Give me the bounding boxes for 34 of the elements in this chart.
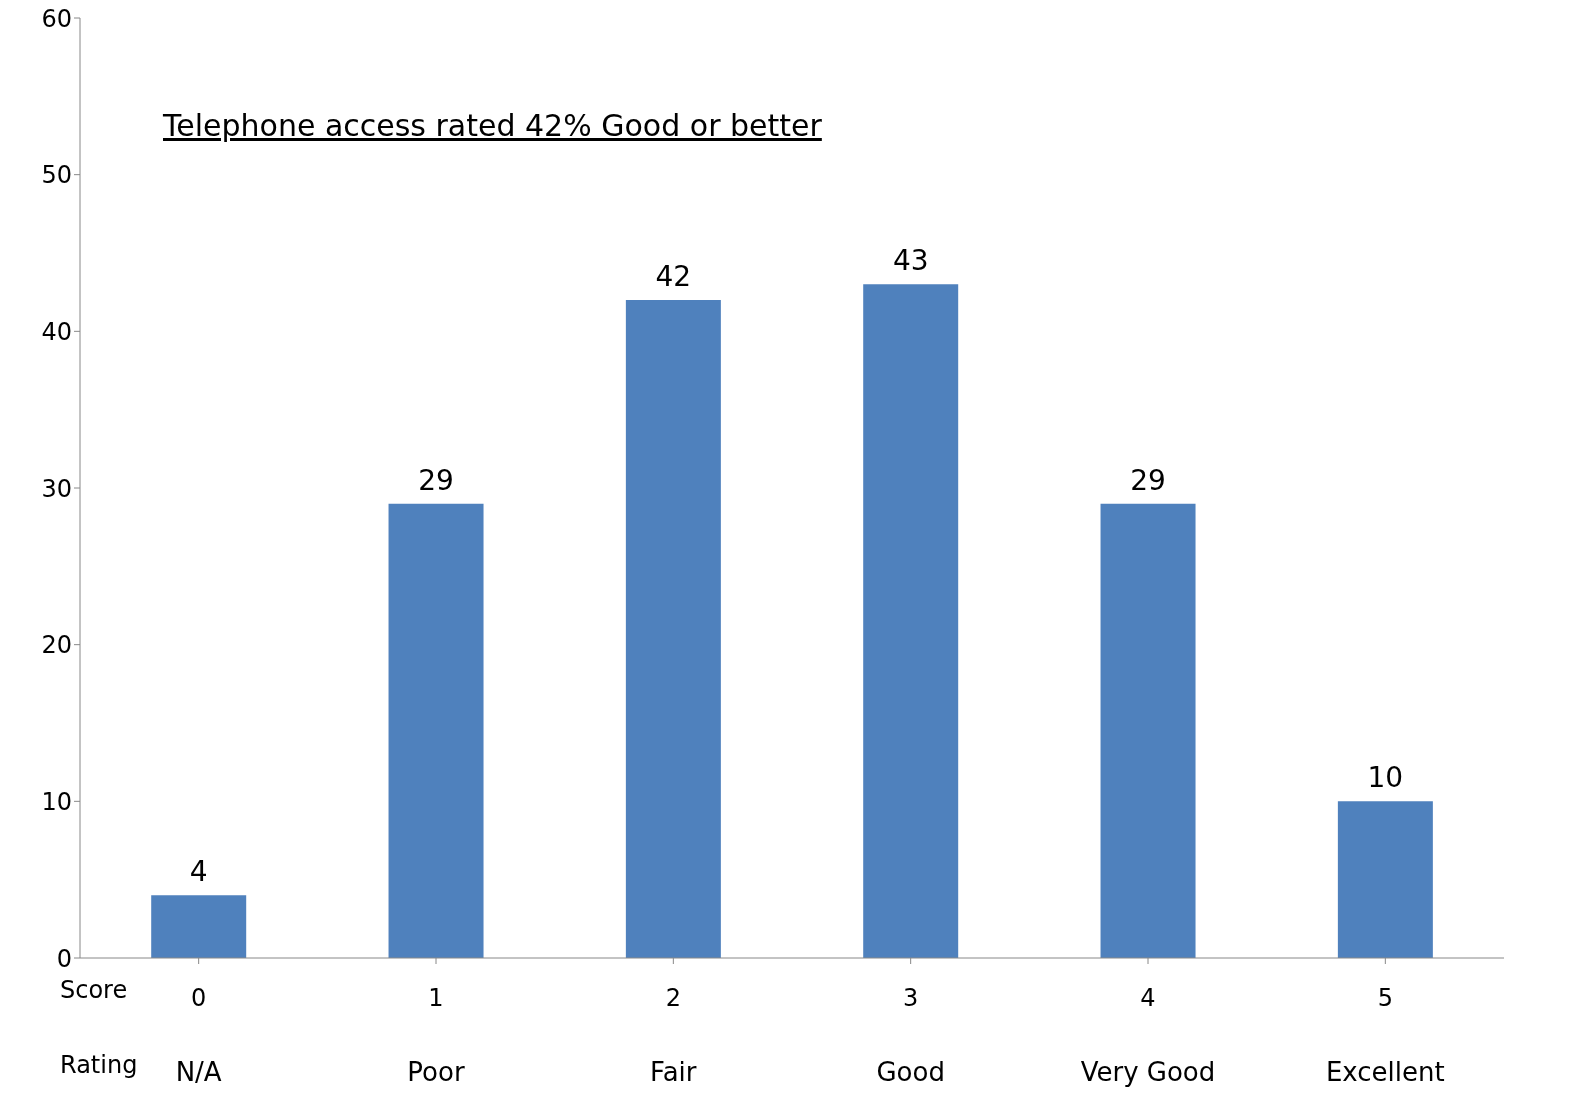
- y-tick-label: 50: [41, 161, 72, 190]
- x-tick-label: Fair: [650, 1057, 697, 1087]
- bar: [1337, 801, 1433, 958]
- x-tick-label: N/A: [175, 1057, 222, 1087]
- annotation: 4: [1140, 984, 1156, 1012]
- y-tick-label: 30: [41, 474, 72, 503]
- bar: [625, 300, 721, 958]
- data-label: 29: [418, 463, 454, 497]
- annotation: 2: [665, 984, 681, 1012]
- y-tick-label: 0: [56, 944, 72, 973]
- y-tick-label: 60: [41, 4, 72, 33]
- data-label: 43: [892, 244, 929, 278]
- x-tick-label: Excellent: [1325, 1057, 1445, 1087]
- annotation: 5: [1377, 984, 1393, 1012]
- annotation: 1: [428, 984, 444, 1012]
- annotation: 0: [191, 984, 207, 1012]
- data-label: 29: [1130, 463, 1166, 497]
- data-label: 10: [1367, 761, 1404, 795]
- data-label: 4: [189, 855, 208, 889]
- bar: [1100, 503, 1196, 958]
- text: Score: [60, 976, 128, 1004]
- y-tick-label: 20: [41, 631, 72, 660]
- x-tick-label: Poor: [407, 1057, 465, 1087]
- bar: [388, 503, 484, 958]
- y-tick-label: 40: [41, 317, 72, 346]
- x-tick-label: Good: [876, 1057, 945, 1087]
- bar: [151, 895, 247, 958]
- data-label: 42: [655, 260, 692, 293]
- y-tick-label: 10: [41, 787, 72, 816]
- bar: [863, 284, 959, 958]
- text: Rating: [60, 1051, 138, 1079]
- annotation: 3: [903, 984, 919, 1012]
- text: Telephone access rated 42% Good or better: [163, 108, 822, 143]
- x-tick-label: Very Good: [1080, 1057, 1216, 1087]
